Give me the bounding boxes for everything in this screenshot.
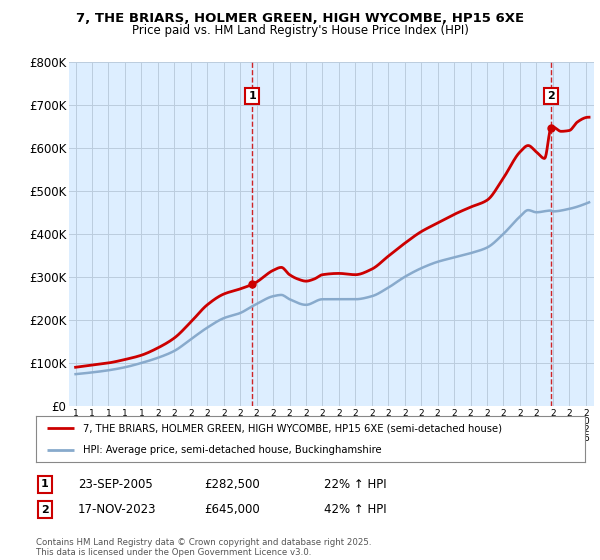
Text: HPI: Average price, semi-detached house, Buckinghamshire: HPI: Average price, semi-detached house,…: [83, 445, 381, 455]
Text: 7, THE BRIARS, HOLMER GREEN, HIGH WYCOMBE, HP15 6XE (semi-detached house): 7, THE BRIARS, HOLMER GREEN, HIGH WYCOMB…: [83, 423, 502, 433]
Text: 22% ↑ HPI: 22% ↑ HPI: [324, 478, 386, 491]
Text: 42% ↑ HPI: 42% ↑ HPI: [324, 503, 386, 516]
Text: 7, THE BRIARS, HOLMER GREEN, HIGH WYCOMBE, HP15 6XE: 7, THE BRIARS, HOLMER GREEN, HIGH WYCOMB…: [76, 12, 524, 25]
Text: £645,000: £645,000: [204, 503, 260, 516]
Text: 1: 1: [41, 479, 49, 489]
Text: 17-NOV-2023: 17-NOV-2023: [78, 503, 157, 516]
Text: Price paid vs. HM Land Registry's House Price Index (HPI): Price paid vs. HM Land Registry's House …: [131, 24, 469, 36]
Text: 2: 2: [41, 505, 49, 515]
Text: £282,500: £282,500: [204, 478, 260, 491]
Text: 23-SEP-2005: 23-SEP-2005: [78, 478, 153, 491]
Text: 2: 2: [547, 91, 555, 101]
Text: 1: 1: [248, 91, 256, 101]
Text: Contains HM Land Registry data © Crown copyright and database right 2025.
This d: Contains HM Land Registry data © Crown c…: [36, 538, 371, 557]
